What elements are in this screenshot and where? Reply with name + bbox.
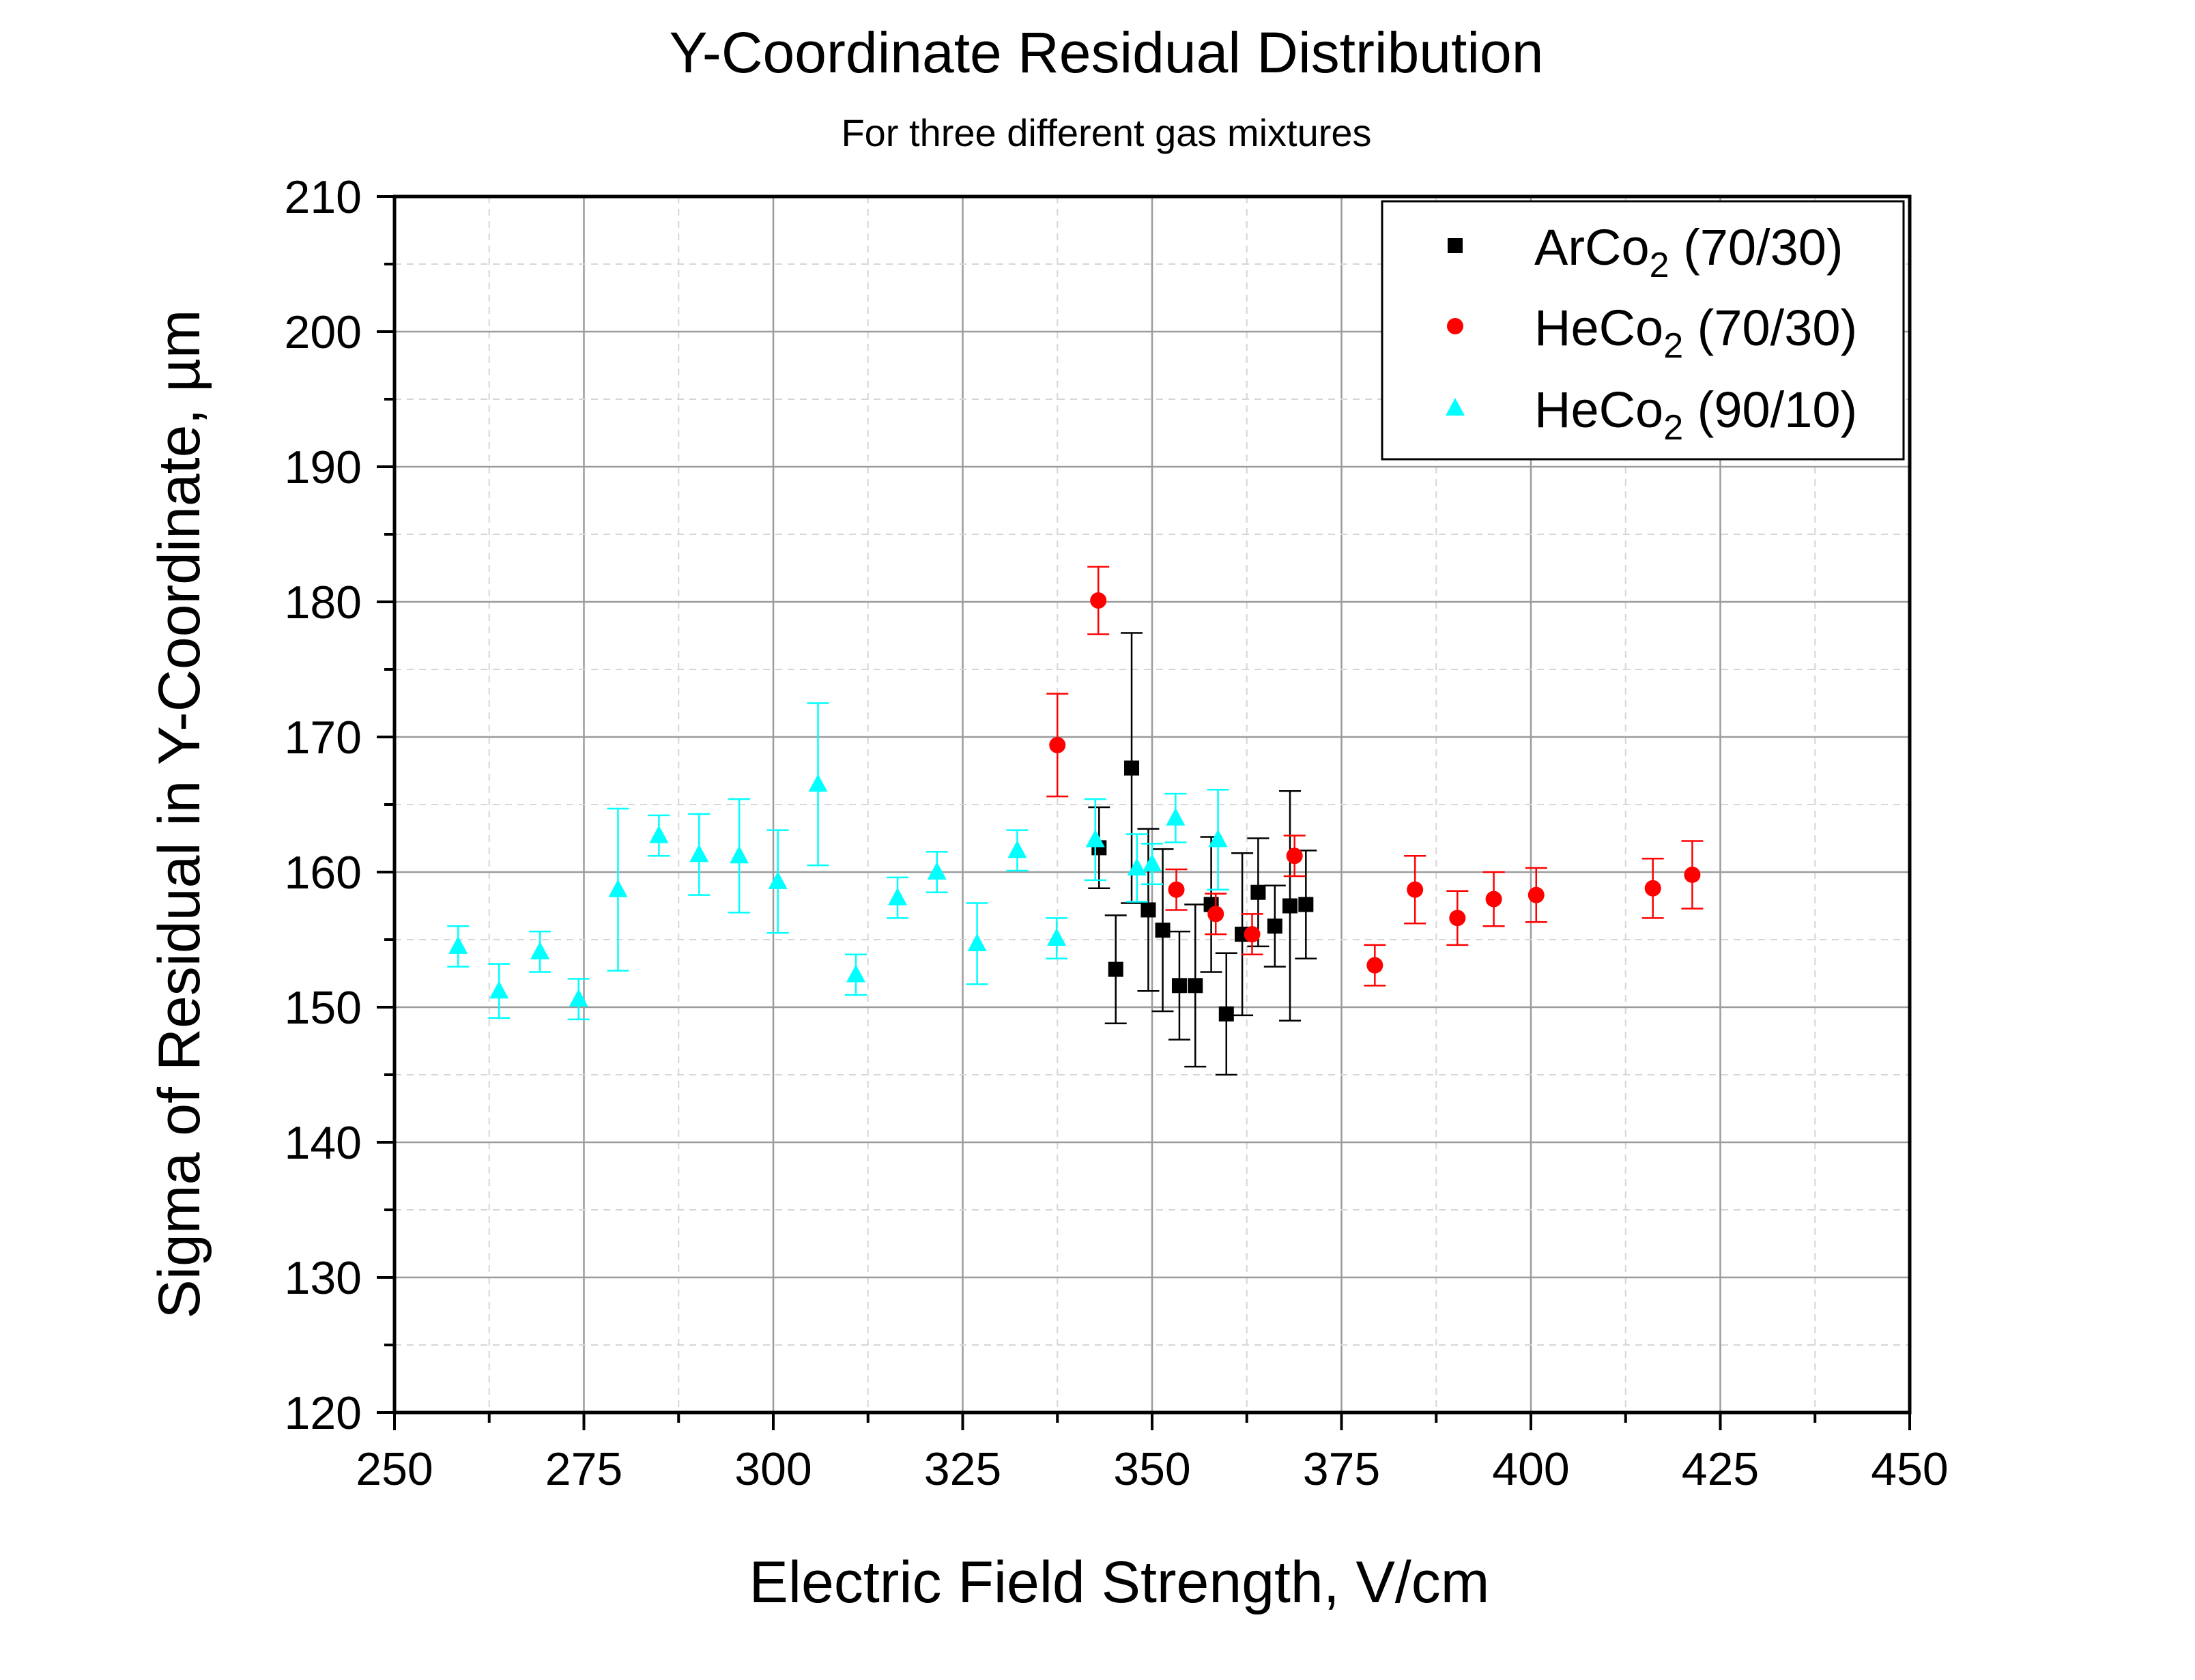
y-tick-label: 180: [285, 577, 362, 628]
data-point: [689, 844, 709, 863]
series-1: [1088, 632, 1317, 1076]
data-point: [1366, 957, 1383, 974]
data-point: [1286, 848, 1303, 865]
legend-marker: [1447, 318, 1463, 334]
data-point: [808, 774, 828, 792]
data-point: [1527, 886, 1545, 903]
x-tick-label: 450: [1871, 1443, 1948, 1495]
data-point: [1207, 906, 1224, 923]
x-tick-label: 250: [356, 1443, 433, 1495]
y-tick-label: 200: [285, 306, 362, 358]
data-point: [1047, 928, 1067, 946]
y-tick-label: 160: [285, 847, 362, 899]
x-tick-label: 325: [924, 1443, 1001, 1495]
data-point: [1171, 978, 1187, 994]
data-point: [967, 933, 987, 951]
y-tick-label: 140: [285, 1117, 362, 1169]
data-point: [569, 989, 588, 1007]
data-point: [768, 871, 788, 889]
data-point: [1166, 807, 1186, 826]
x-tick-label: 275: [545, 1443, 622, 1495]
y-axis-title: Sigma of Residual in Y-Coordinate, µm: [147, 310, 212, 1319]
x-tick-label: 400: [1492, 1443, 1569, 1495]
series-2: [1046, 566, 1704, 987]
data-point: [1127, 858, 1147, 876]
data-point: [608, 879, 628, 897]
data-point: [649, 825, 669, 843]
data-point: [888, 887, 908, 906]
data-series: [447, 566, 1704, 1076]
data-point: [1282, 898, 1298, 914]
y-tick-label: 170: [285, 712, 362, 764]
legend-box: [1381, 200, 1905, 461]
data-point: [846, 964, 865, 983]
data-point: [1007, 840, 1027, 858]
data-point: [1449, 910, 1466, 927]
chart-title: Y-Coordinate Residual Distribution: [670, 20, 1544, 85]
data-point: [1188, 978, 1203, 994]
series-3: [447, 702, 1229, 1021]
x-tick-label: 300: [734, 1443, 812, 1495]
axes: [377, 194, 1912, 1430]
data-point: [927, 862, 947, 880]
legend: ArCo2 (70/30) HeCo2 (70/30) HeCo2 (90/10): [1381, 200, 1905, 461]
data-point: [1208, 829, 1228, 848]
data-point: [1143, 854, 1162, 872]
x-tick-label: 350: [1113, 1443, 1190, 1495]
data-point: [1090, 592, 1107, 609]
data-point: [1407, 881, 1424, 898]
data-point: [1218, 1006, 1234, 1022]
data-point: [1250, 884, 1266, 900]
x-axis-title: Electric Field Strength, V/cm: [749, 1550, 1490, 1615]
y-tick-label: 150: [285, 982, 362, 1034]
chart-subtitle: For three different gas mixtures: [841, 111, 1371, 154]
data-point: [1140, 902, 1156, 918]
x-tick-label: 375: [1303, 1443, 1380, 1495]
x-tick-label: 425: [1682, 1443, 1759, 1495]
y-tick-label: 190: [285, 441, 362, 493]
data-point: [1168, 881, 1185, 898]
y-tick-label: 120: [285, 1387, 362, 1439]
data-point: [1244, 926, 1261, 943]
data-point: [448, 936, 468, 954]
data-point: [1644, 880, 1661, 897]
tick-labels: 250 275 300 325 350 375 400 425 450 120 130 140 150 1…: [285, 171, 1949, 1495]
data-point: [1267, 918, 1282, 934]
data-point: [1049, 736, 1066, 753]
data-point: [1124, 760, 1140, 776]
legend-label: HeCo2 (70/30): [1534, 300, 1857, 366]
legend-label: HeCo2 (90/10): [1534, 381, 1857, 448]
data-point: [730, 845, 749, 864]
data-point: [1155, 923, 1171, 938]
data-point: [489, 981, 509, 999]
data-point: [1085, 829, 1105, 848]
legend-marker: [1448, 238, 1463, 253]
legend-label: ArCo2 (70/30): [1534, 219, 1843, 285]
data-point: [1684, 866, 1701, 883]
data-point: [1298, 897, 1314, 912]
data-point: [530, 941, 550, 959]
data-point: [1108, 961, 1123, 977]
data-point: [1485, 890, 1502, 908]
legend-marker: [1446, 398, 1465, 416]
y-tick-label: 210: [285, 171, 362, 223]
y-tick-label: 130: [285, 1252, 362, 1304]
